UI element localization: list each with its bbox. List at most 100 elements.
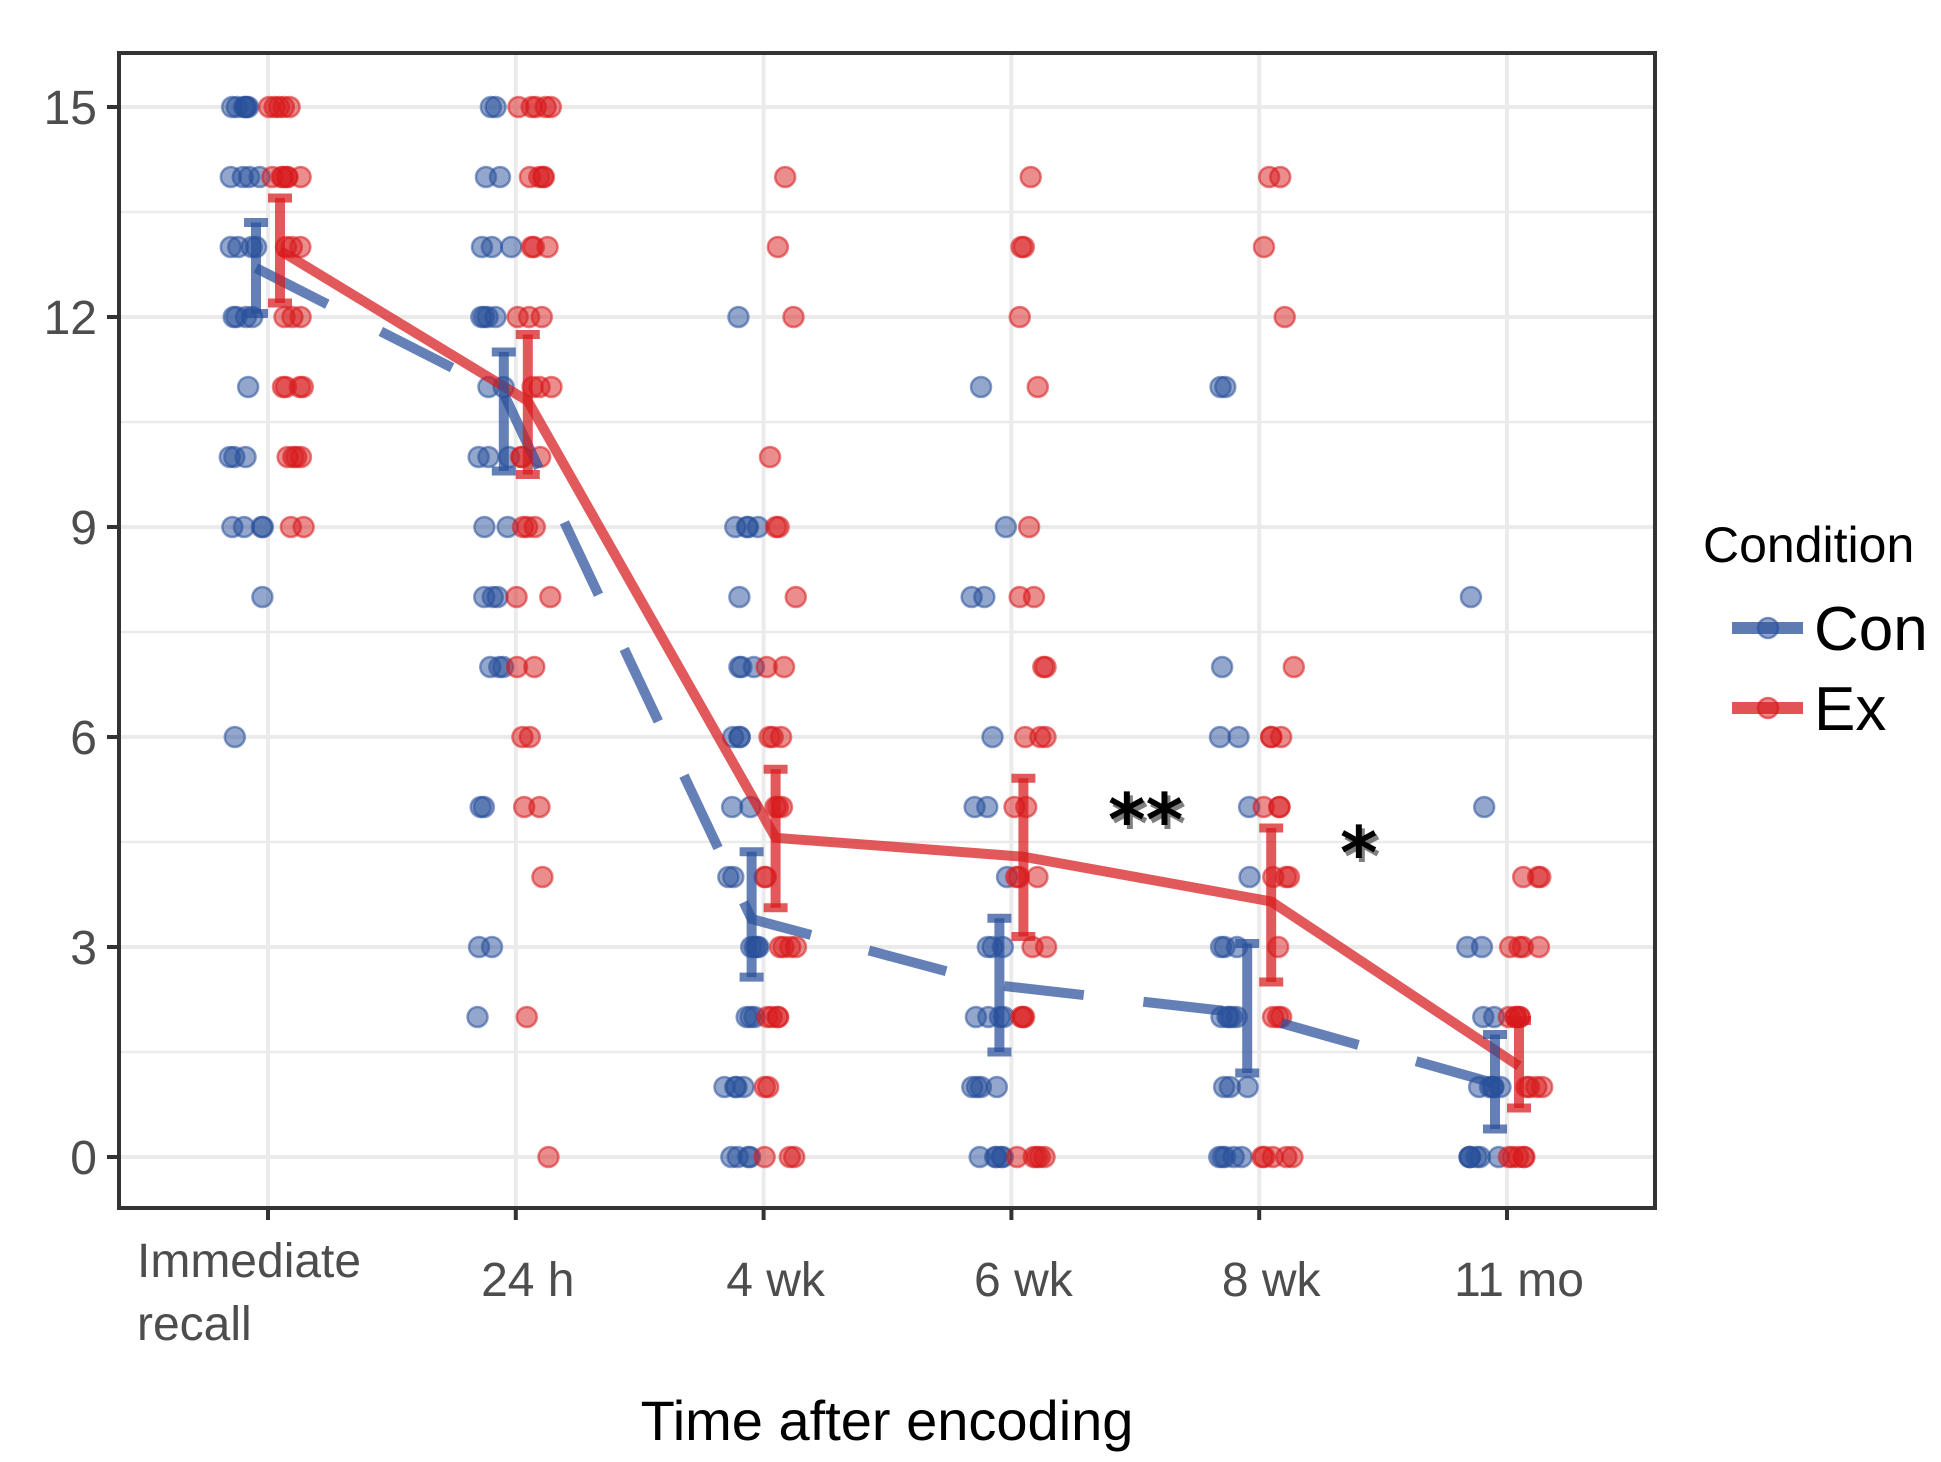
- data-point-con: [985, 1075, 1009, 1099]
- error-bar-con: [1483, 1030, 1507, 1134]
- data-point-ex: [1029, 725, 1052, 749]
- y-tick-label: 0: [70, 1132, 97, 1185]
- data-point-con: [480, 235, 504, 259]
- y-tick-label: 15: [44, 82, 97, 135]
- data-point-con: [1456, 935, 1479, 959]
- data-point-ex: [782, 305, 805, 329]
- data-point-ex: [512, 795, 536, 819]
- legend: Condition Con Ex: [1703, 517, 1928, 744]
- data-point-con: [964, 1005, 988, 1029]
- data-point-ex: [1275, 1145, 1298, 1169]
- data-point-con: [1222, 1145, 1245, 1169]
- data-point-ex: [753, 1145, 776, 1169]
- error-bar-ex: [268, 193, 292, 308]
- data-point-ex: [767, 515, 790, 539]
- data-point-ex: [536, 235, 559, 259]
- error-bar-con: [491, 347, 516, 476]
- legend-label: Ex: [1814, 675, 1886, 744]
- data-point-con: [474, 165, 498, 189]
- data-point-con: [231, 165, 255, 189]
- annotation-shadow: *: [1343, 815, 1381, 899]
- data-point-con: [728, 585, 751, 609]
- data-point-ex: [1252, 235, 1276, 259]
- mean-line-con: [253, 263, 1497, 1089]
- data-point-con: [1472, 795, 1496, 819]
- x-tick-label: recall: [137, 1298, 252, 1351]
- legend-title: Condition: [1703, 517, 1914, 573]
- x-tick-label: 24 h: [481, 1254, 574, 1307]
- x-axis-title: Time after encoding: [641, 1389, 1134, 1452]
- y-axis: 0 3 6 9 12 15: [44, 82, 119, 1185]
- data-point-ex: [782, 1145, 806, 1169]
- data-point-ex: [517, 305, 541, 329]
- data-point-con: [467, 935, 491, 959]
- error-bar-ex: [1259, 823, 1284, 987]
- x-axis: Immediate recall 24 h 4 wk 6 wk 8 wk 11 mo: [137, 1208, 1584, 1351]
- significance-annotation: **: [1108, 778, 1183, 862]
- mean-line-ex: [277, 246, 1522, 1071]
- data-point-con: [722, 865, 745, 889]
- data-point-con: [223, 725, 247, 749]
- data-point-con: [965, 1075, 989, 1099]
- y-tick-label: 9: [70, 502, 97, 555]
- data-point-ex: [1026, 375, 1050, 399]
- data-point-ex: [515, 1005, 539, 1029]
- data-point-ex: [1527, 935, 1551, 959]
- x-tick-label: 6 wk: [974, 1254, 1074, 1307]
- data-point-con: [1227, 725, 1250, 749]
- data-point-ex: [1011, 1005, 1035, 1029]
- data-point-ex: [766, 1005, 789, 1029]
- data-point-ex: [1034, 655, 1057, 679]
- data-point-ex: [539, 585, 562, 609]
- data-point-con: [1459, 585, 1483, 609]
- data-point-ex: [1008, 305, 1031, 329]
- data-point-con: [981, 725, 1004, 749]
- data-point-ex: [758, 445, 782, 469]
- x-tick-label: Immediate: [137, 1235, 361, 1288]
- data-point-con: [218, 445, 242, 469]
- data-point-ex: [1252, 795, 1275, 819]
- data-point-ex: [766, 235, 790, 259]
- x-tick-label: 4 wk: [726, 1254, 826, 1307]
- significance-annotations: **** **: [1108, 778, 1381, 899]
- error-bar-con: [987, 913, 1012, 1057]
- x-tick-label: 11 mo: [1454, 1254, 1584, 1307]
- x-tick-label: 8 wk: [1222, 1254, 1322, 1307]
- data-point-con: [727, 305, 750, 329]
- legend-key-point: [1756, 616, 1780, 640]
- error-bars: [244, 193, 1531, 1134]
- data-point-con: [1209, 935, 1233, 959]
- data-point-ex: [1508, 935, 1531, 959]
- data-point-ex: [1526, 865, 1550, 889]
- data-point-ex: [505, 655, 529, 679]
- data-point-ex: [1274, 865, 1298, 889]
- data-point-con: [1208, 725, 1232, 749]
- data-point-con: [968, 1145, 991, 1169]
- data-point-ex: [511, 725, 534, 749]
- data-point-ex: [773, 165, 797, 189]
- data-point-con: [963, 795, 986, 819]
- data-point-ex: [532, 165, 556, 189]
- data-point-ex: [274, 375, 298, 399]
- data-point-con: [472, 795, 496, 819]
- data-point-ex: [1269, 165, 1292, 189]
- plot-border: [117, 51, 1657, 1210]
- data-point-ex: [756, 1075, 780, 1099]
- data-point-con: [470, 305, 493, 329]
- data-point-con: [725, 1075, 748, 1099]
- error-bar-ex: [763, 764, 788, 913]
- data-point-ex: [515, 515, 539, 539]
- data-point-con: [1212, 1075, 1236, 1099]
- data-point-con: [969, 375, 993, 399]
- error-bar-con: [244, 218, 268, 318]
- data-point-con: [251, 585, 274, 609]
- grid: [119, 53, 1655, 1208]
- data-point-ex: [1012, 235, 1036, 259]
- data-point-ex: [761, 725, 784, 749]
- data-point-con: [219, 235, 243, 259]
- data-point-ex: [1017, 515, 1041, 539]
- significance-annotation: *: [1340, 811, 1378, 895]
- legend-key-point: [1756, 696, 1780, 720]
- mean-lines: [253, 246, 1522, 1089]
